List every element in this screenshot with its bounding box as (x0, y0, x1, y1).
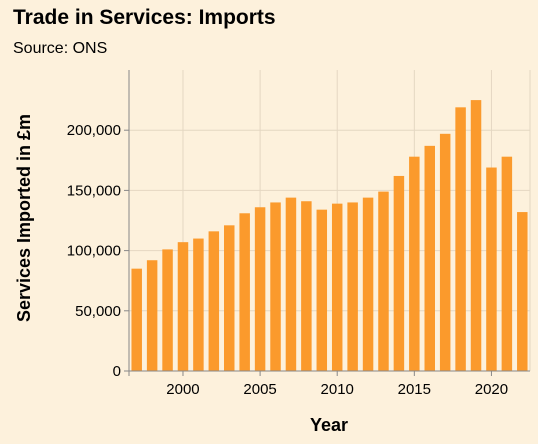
y-tick-label: 0 (113, 363, 121, 380)
axis-layer: 0 50,000 100,000 150,000 200,000 2000 2005 2010… (67, 70, 530, 398)
bar (393, 175, 405, 371)
bar-layer (131, 100, 528, 371)
bar (301, 201, 312, 371)
y-tick-label: 150,000 (67, 182, 121, 199)
bar (501, 156, 513, 371)
bar (470, 100, 482, 371)
bar (362, 197, 374, 371)
bar (193, 238, 204, 371)
bar (177, 242, 189, 371)
chart-subtitle: Source: ONS (13, 40, 108, 57)
x-tick-label: 2000 (166, 381, 199, 398)
bar (331, 203, 343, 371)
bar (208, 231, 220, 371)
bar (409, 156, 420, 371)
bar (347, 202, 358, 371)
bar (455, 107, 466, 371)
bar (486, 167, 497, 371)
bar (439, 133, 451, 371)
y-tick-label: 100,000 (67, 243, 121, 260)
bar (254, 207, 266, 371)
bar (146, 260, 158, 371)
bar (316, 209, 328, 371)
bar (224, 225, 235, 371)
x-tick-label: 2020 (475, 381, 508, 398)
bar (517, 212, 528, 371)
chart-title: Trade in Services: Imports (13, 6, 276, 29)
bar (162, 249, 173, 371)
y-axis-title: Services Imported in £m (14, 114, 34, 322)
bar (378, 191, 389, 371)
y-tick-label: 50,000 (75, 303, 121, 320)
bar (270, 202, 281, 371)
bar (239, 213, 250, 371)
bar (424, 145, 435, 371)
x-tick-label: 2005 (243, 381, 276, 398)
bar (285, 197, 297, 371)
x-tick-label: 2010 (321, 381, 354, 398)
bar (131, 268, 142, 371)
x-axis-title: Year (310, 415, 348, 435)
x-tick-label: 2015 (398, 381, 431, 398)
grid-layer (129, 70, 531, 371)
y-tick-label: 200,000 (67, 122, 121, 139)
